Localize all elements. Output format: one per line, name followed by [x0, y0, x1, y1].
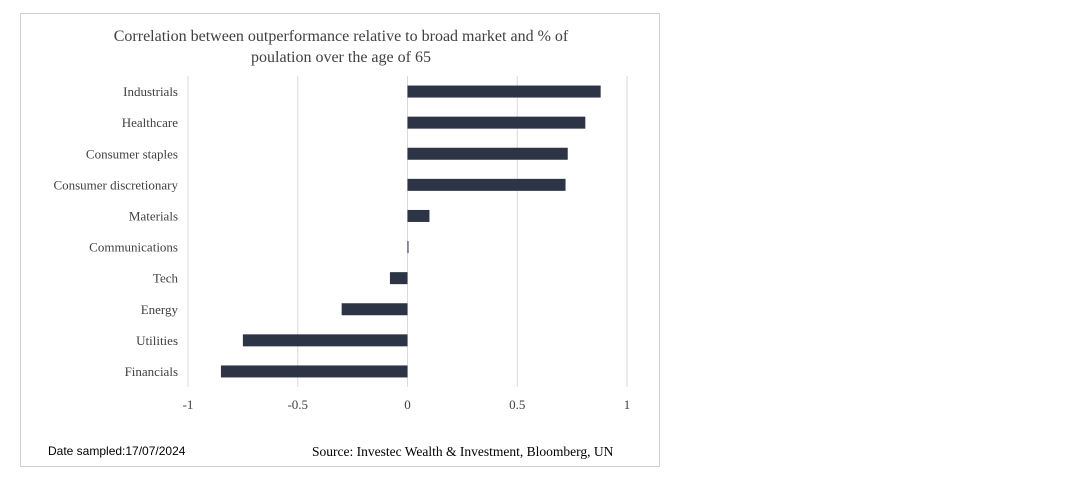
category-label-consumer-discretionary: Consumer discretionary: [53, 177, 178, 192]
x-tick-label-3: 0.5: [509, 397, 525, 412]
bar-tech: [389, 272, 408, 285]
bar-financials: [220, 365, 408, 378]
category-label-industrials: Industrials: [123, 84, 178, 99]
bar-consumer-staples: [407, 147, 568, 160]
bar-chart: Industrials Healthcare Consumer staples Con…: [53, 76, 631, 412]
bar-energy: [341, 303, 408, 316]
chart-title-line-1: Correlation between outperformance relat…: [113, 28, 569, 45]
chart-title: Correlation between outperformance relat…: [21, 26, 661, 68]
category-label-financials: Financials: [125, 364, 178, 379]
category-label-healthcare: Healthcare: [122, 115, 179, 130]
x-tick-label-1: -0.5: [287, 397, 308, 412]
bars: [220, 85, 601, 378]
x-tick-labels: -1 -0.5 0 0.5 1: [183, 397, 631, 412]
category-labels: Industrials Healthcare Consumer staples Con…: [53, 84, 178, 379]
category-label-communications: Communications: [89, 240, 178, 255]
bar-communications: [407, 241, 409, 254]
category-label-materials: Materials: [129, 208, 178, 223]
bar-consumer-discretionary: [407, 178, 566, 191]
bar-utilities: [242, 334, 408, 347]
x-tick-label-0: -1: [183, 397, 194, 412]
chart-frame: Correlation between outperformance relat…: [20, 13, 660, 467]
bar-materials: [407, 209, 430, 222]
x-tick-label-4: 1: [624, 397, 631, 412]
date-sampled: Date sampled:17/07/2024: [48, 444, 186, 458]
category-label-consumer-staples: Consumer staples: [86, 146, 178, 161]
source-note: Source: Investec Wealth & Investment, Bl…: [312, 444, 614, 459]
bar-industrials: [407, 85, 601, 98]
x-tick-label-2: 0: [404, 397, 411, 412]
category-label-energy: Energy: [141, 302, 179, 317]
category-label-tech: Tech: [153, 271, 179, 286]
bar-healthcare: [407, 116, 586, 129]
category-label-utilities: Utilities: [136, 333, 178, 348]
chart-title-line-2: poulation over the age of 65: [251, 49, 431, 66]
